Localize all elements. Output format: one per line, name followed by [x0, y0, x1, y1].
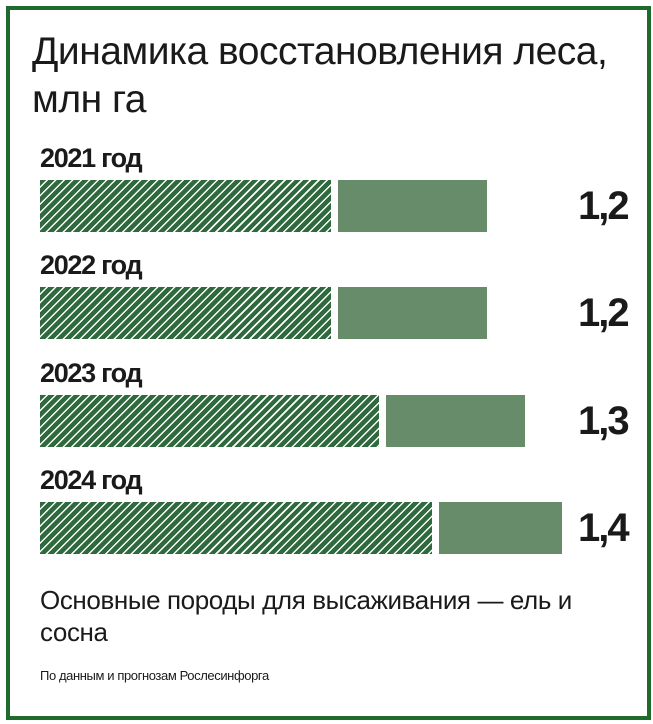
bar-segment-solid — [386, 394, 525, 447]
bar-segment-hatched — [40, 394, 380, 447]
bar-segment-solid — [337, 180, 488, 232]
bar-value-label: 1,3 — [578, 398, 630, 443]
bar-segment-hatched — [40, 287, 331, 340]
bar-segment-solid — [337, 287, 488, 340]
category-label: 2021 год — [40, 143, 143, 173]
category-label: 2024 год — [40, 464, 143, 495]
chart-frame — [6, 6, 651, 720]
bar-segment-solid — [438, 501, 562, 554]
bar-segment-hatched — [40, 501, 432, 554]
chart-subtitle: Основные породы для высаживания — ель и … — [40, 585, 572, 647]
bar-value-label: 1,4 — [578, 505, 630, 550]
category-label: 2023 год — [40, 357, 143, 388]
source-note: По данным и прогнозам Рослесинфорга — [40, 668, 269, 683]
chart-title: Динамика восстановления леса, млн га — [32, 30, 608, 121]
category-label: 2022 год — [40, 250, 143, 281]
bar-value-label: 1,2 — [578, 184, 630, 228]
bar-value-label: 1,2 — [578, 291, 630, 336]
bar-segment-hatched — [40, 180, 331, 232]
